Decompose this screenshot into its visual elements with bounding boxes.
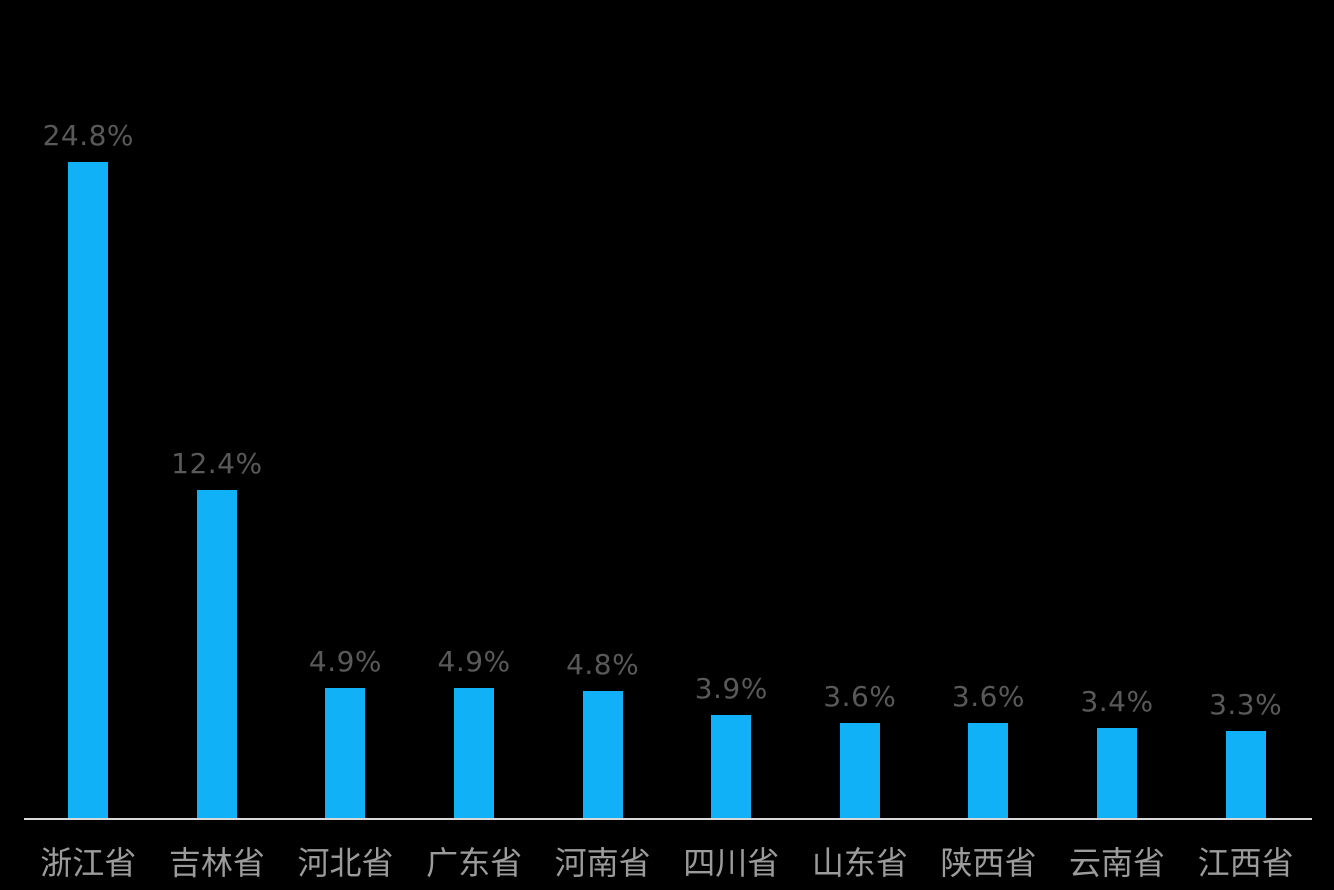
bar-column: 4.8% [538,0,667,818]
bar-value-label: 4.8% [566,648,640,681]
x-axis-label: 河南省 [554,844,651,882]
x-axis-line [24,818,1312,820]
x-axis-label: 广东省 [426,844,523,882]
bar-value-label: 3.6% [823,680,897,713]
bar-column: 4.9% [410,0,539,818]
bar [582,691,623,818]
bar-column: 3.6% [924,0,1053,818]
bar [68,162,109,818]
bar-value-label: 24.8% [42,119,135,152]
bar [968,723,1009,818]
bar [711,715,752,818]
bar [454,688,495,818]
bar-value-label: 3.6% [951,680,1026,713]
bar-value-label: 3.4% [1080,685,1154,718]
x-axis-label: 浙江省 [40,844,137,882]
bar-value-label: 12.4% [171,447,263,480]
bar [1225,731,1266,818]
plot-area: 24.8% 12.4% 4.9% 4.9% 4.8% 3.9% 3.6% 3.6% 3.4% 3.… [24,0,1310,818]
bar-column: 4.9% [281,0,410,818]
bar-value-label: 3.9% [694,672,768,705]
x-axis-label: 陕西省 [940,844,1037,882]
bar-value-label: 4.9% [308,645,383,678]
x-axis-label: 山东省 [811,844,908,882]
x-axis-label: 云南省 [1069,844,1166,882]
bar-column: 3.3% [1181,0,1310,818]
bar [196,490,237,818]
bar-column: 24.8% [24,0,153,818]
bar-column: 3.9% [667,0,796,818]
bar-column: 12.4% [153,0,282,818]
bar-column: 3.4% [1053,0,1182,818]
x-axis-label: 吉林省 [168,844,265,882]
bar [1097,728,1138,818]
x-axis-labels: 浙江省 吉林省 河北省 广东省 河南省 四川省 山东省 陕西省 云南省 江西省 [24,838,1310,884]
x-axis-label: 江西省 [1197,844,1294,882]
bar [839,723,880,818]
x-axis-label: 四川省 [683,844,780,882]
bar-column: 3.6% [796,0,925,818]
x-axis-label: 河北省 [297,844,394,882]
bar [325,688,366,818]
bar-value-label: 4.9% [437,645,511,678]
bar-value-label: 3.3% [1209,688,1283,721]
